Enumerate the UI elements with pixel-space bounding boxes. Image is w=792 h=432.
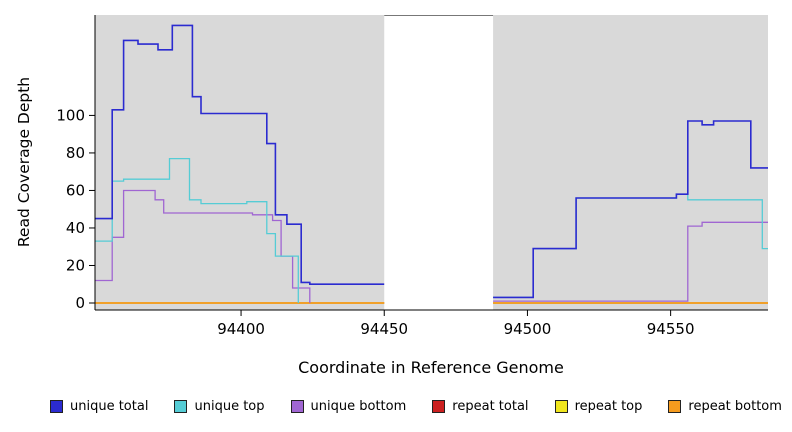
x-tick-label: 94550 (647, 320, 695, 338)
legend-label: unique total (70, 399, 149, 414)
y-axis-title: Read Coverage Depth (15, 76, 33, 248)
no-data-band (384, 15, 494, 310)
legend-item: repeat total (432, 399, 529, 414)
series-line-unique-total (493, 120, 768, 299)
x-tick-label: 94450 (360, 320, 408, 338)
legend-label: repeat total (452, 399, 529, 414)
legend-label: repeat bottom (688, 399, 782, 414)
x-axis-title: Coordinate in Reference Genome (298, 358, 564, 377)
x-tick-label: 94500 (504, 320, 552, 338)
y-tick-label: 0 (75, 294, 85, 312)
legend: unique total unique top unique bottom re… (0, 399, 792, 414)
legend-swatch (290, 400, 304, 413)
legend-item: unique bottom (290, 399, 407, 414)
legend-label: unique bottom (310, 399, 407, 414)
legend-label: repeat top (574, 399, 643, 414)
y-tick-label: 100 (56, 106, 85, 124)
legend-label: unique top (194, 399, 265, 414)
y-tick-label: 60 (66, 181, 85, 199)
series-line-unique-total (95, 24, 385, 285)
legend-item: repeat bottom (668, 399, 782, 414)
legend-swatch (554, 400, 568, 413)
legend-item: unique total (50, 399, 148, 414)
chart-canvas: 94400 94450 94500 94550 0 20 40 60 80 100 (56, 15, 768, 338)
y-tick-label: 80 (66, 144, 85, 162)
legend-item: unique top (174, 399, 265, 414)
series-line-unique-bottom (493, 221, 768, 302)
legend-swatch (50, 400, 63, 413)
y-tick-label: 40 (66, 219, 85, 237)
legend-swatch (174, 400, 188, 413)
y-tick-label: 20 (66, 256, 85, 274)
legend-item: repeat top (554, 399, 643, 414)
series-line-unique-top (95, 157, 299, 303)
legend-swatch (432, 400, 446, 413)
x-tick-label: 94400 (217, 320, 265, 338)
legend-swatch (668, 400, 682, 413)
